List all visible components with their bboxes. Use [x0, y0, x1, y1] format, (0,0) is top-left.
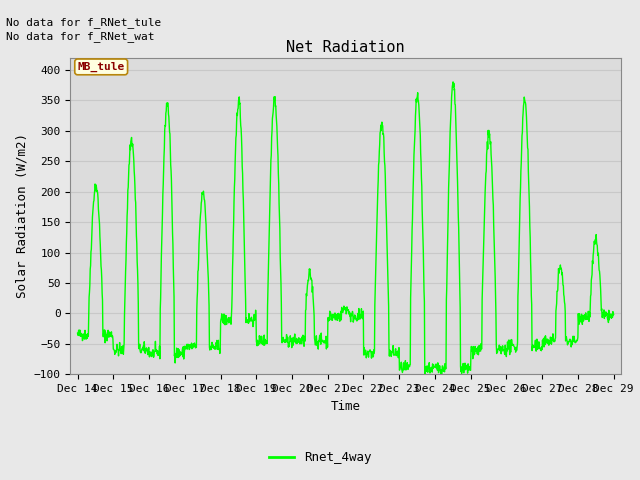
Text: No data for f_RNet_tule: No data for f_RNet_tule: [6, 17, 162, 28]
Text: No data for f_RNet_wat: No data for f_RNet_wat: [6, 31, 155, 42]
Legend: Rnet_4way: Rnet_4way: [264, 446, 376, 469]
X-axis label: Time: Time: [331, 400, 360, 413]
Title: Net Radiation: Net Radiation: [286, 40, 405, 55]
Y-axis label: Solar Radiation (W/m2): Solar Radiation (W/m2): [15, 133, 28, 299]
Text: MB_tule: MB_tule: [77, 62, 125, 72]
